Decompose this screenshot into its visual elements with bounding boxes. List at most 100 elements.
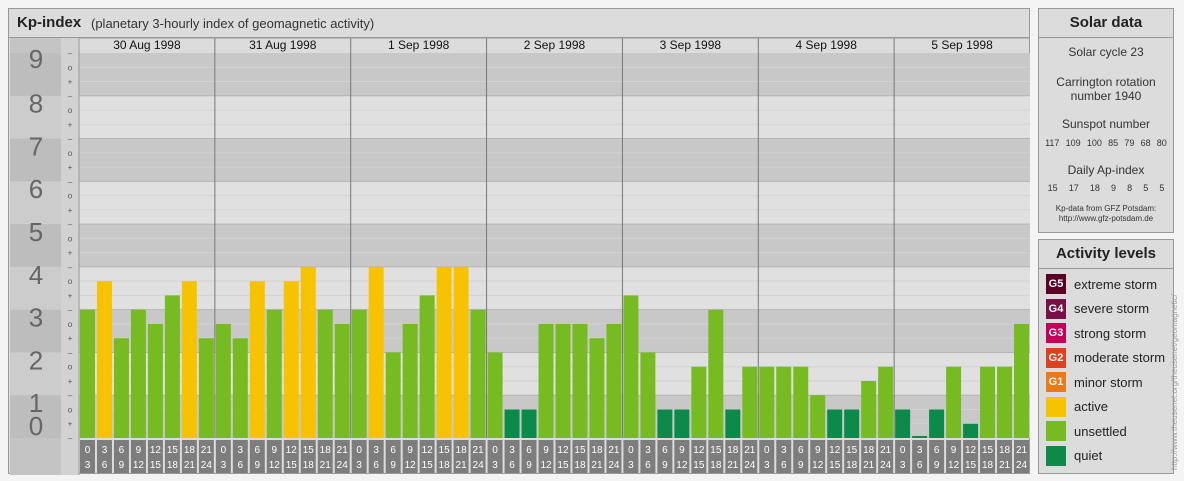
sub-tick-label: + [68,249,73,258]
interval-box [215,440,231,473]
interval-box [793,440,809,473]
y-tick-label: 0 [29,411,43,441]
interval-end-label: 9 [526,460,532,471]
kp-bar [725,409,741,438]
legend-swatch: G5 [1046,274,1066,294]
kp-bar [215,323,231,438]
interval-box [1014,440,1029,473]
interval-start-label: 12 [422,445,434,456]
interval-start-label: 9 [136,445,142,456]
vertical-url-strip: http://www.theusenet.org/theusenet/geoma… [1170,294,1179,470]
y-axis-band [10,266,61,310]
interval-box [402,440,418,473]
interval-end-label: 18 [439,460,451,471]
interval-start-label: 6 [798,445,804,456]
interval-start-label: 21 [1016,445,1028,456]
sub-tick-label: + [68,377,73,386]
interval-end-label: 24 [880,460,892,471]
kp-bar [810,395,826,438]
interval-end-label: 3 [221,460,227,471]
interval-end-label: 21 [184,460,196,471]
interval-box [810,440,826,473]
interval-end-label: 6 [373,460,379,471]
interval-start-label: 6 [526,445,532,456]
sub-tick-label: o [68,63,73,72]
interval-box [623,440,639,473]
interval-end-label: 24 [473,460,485,471]
interval-box [589,440,605,473]
interval-start-label: 0 [356,445,362,456]
interval-box [181,440,197,473]
y-axis-band [10,138,61,182]
kp-bar [776,366,792,438]
interval-end-label: 9 [390,460,396,471]
day-label: 5 Sep 1998 [931,38,993,52]
sub-tick-label: o [68,277,73,286]
y-tick-label: 2 [29,345,43,375]
sub-tick-label: o [68,405,73,414]
interval-end-label: 6 [509,460,515,471]
kp-bar [232,338,248,438]
sub-tick-label: o [68,192,73,201]
source-line-1: Kp-data from GFZ Potsdam: [1055,204,1157,213]
interval-box [861,440,877,473]
interval-box [878,440,894,473]
interval-box [929,440,945,473]
source-link[interactable]: http://www.gfz-potsdam.de [1058,214,1154,223]
interval-start-label: 3 [238,445,244,456]
interval-end-label: 3 [85,460,91,471]
interval-box [844,440,860,473]
sunspot-value: 109 [1065,138,1081,148]
interval-end-label: 9 [255,460,261,471]
interval-end-label: 6 [917,460,923,471]
y-axis-band [10,53,61,96]
kp-bar [147,323,163,438]
interval-start-label: 21 [608,445,620,456]
interval-box [147,440,163,473]
kp-bar-chart: 0123456789–+o–+o–+o–+o–+o–+o–+o–+o–+o–30… [10,37,1030,475]
interval-box [368,440,384,473]
interval-end-label: 12 [812,460,824,471]
sub-tick-label: – [68,306,73,315]
kp-bar [963,423,979,438]
interval-box [385,440,401,473]
kp-band-4 [79,224,1030,267]
interval-end-label: 3 [764,460,770,471]
legend-item: quiet [1046,445,1102,466]
kp-bar [402,323,418,438]
interval-box [912,440,928,473]
sub-tick-label: – [68,348,73,357]
kp-bar [419,295,435,438]
sub-tick-label: – [68,135,73,144]
kp-bar [368,266,384,438]
interval-end-label: 15 [286,460,298,471]
kp-bar [759,366,775,438]
legend-item: G2 moderate storm [1046,347,1165,368]
interval-start-label: 12 [829,445,841,456]
ap-index-value: 18 [1089,183,1100,193]
legend-item: unsettled [1046,421,1127,441]
interval-box [300,440,316,473]
interval-box [130,440,146,473]
interval-start-label: 18 [999,445,1011,456]
interval-end-label: 24 [201,460,213,471]
day-label: 1 Sep 1998 [388,38,450,52]
legend-swatch [1046,396,1066,417]
legend-label: minor storm [1074,374,1143,390]
kp-bar [487,352,503,438]
interval-end-label: 9 [798,460,804,471]
sub-tick-label: + [68,163,73,172]
interval-end-label: 15 [557,460,569,471]
interval-box [487,440,503,473]
interval-end-label: 3 [628,460,634,471]
interval-start-label: 18 [591,445,603,456]
kp-bar [521,409,537,438]
sub-tick-label: – [68,391,73,400]
legend-swatch: G3 [1046,323,1066,343]
interval-start-label: 0 [492,445,498,456]
sub-tick-label: o [68,149,73,158]
kp-band-8 [79,53,1030,96]
legend-swatch [1046,421,1066,441]
y-tick-label: 7 [29,131,43,161]
interval-end-label: 15 [693,460,705,471]
